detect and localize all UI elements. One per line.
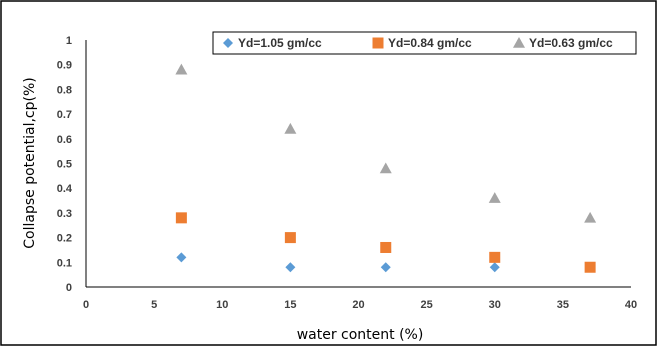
data-point-diamond: [380, 262, 391, 273]
data-point-triangle: [488, 192, 501, 203]
y-tick-label: 0.7: [57, 109, 72, 121]
data-point-square: [584, 261, 596, 273]
y-tick-label: 0.4: [57, 183, 73, 195]
y-tick-label: 0: [66, 282, 72, 294]
legend-box: [212, 31, 637, 55]
x-tick-label: 35: [557, 299, 569, 311]
x-tick-label: 5: [151, 299, 157, 311]
legend-label: Yd=0.63 gm/cc: [529, 36, 613, 50]
data-point-square: [380, 241, 392, 253]
y-tick-label: 0.9: [57, 60, 72, 72]
legend-marker-diamond: [223, 38, 233, 48]
series-diamond: [176, 252, 500, 273]
legend-label: Yd=1.05 gm/cc: [238, 36, 322, 50]
data-point-square: [284, 232, 296, 244]
legend-marker-square: [372, 37, 384, 49]
x-tick-label: 25: [421, 299, 433, 311]
x-tick-label: 30: [489, 299, 501, 311]
data-point-triangle: [379, 162, 392, 174]
y-tick-label: 0.8: [57, 84, 72, 96]
y-tick-label: 0.6: [57, 134, 72, 146]
data-point-square: [489, 251, 501, 263]
legend: Yd=1.05 gm/cc Yd=0.84 gm/cc Yd=0.63 gm/cc: [212, 31, 637, 55]
axes: [85, 40, 631, 288]
legend-label: Yd=0.84 gm/cc: [388, 36, 472, 50]
x-tick-labels: 0 5 10 15 20 25 30 35 40: [83, 299, 637, 311]
data-point-triangle: [284, 122, 297, 134]
data-point-diamond: [285, 262, 296, 273]
y-tick-labels: 0 0.1 0.2 0.3 0.4 0.5 0.6 0.7 0.8 0.9 1: [57, 35, 73, 294]
data-point-triangle: [175, 63, 188, 75]
y-tick-label: 0.2: [57, 233, 72, 245]
y-tick-label: 0.3: [57, 208, 72, 220]
y-tick-label: 0.5: [57, 159, 72, 171]
x-tick-label: 0: [83, 299, 89, 311]
data-point-triangle: [584, 211, 597, 223]
y-tick-label: 0.1: [57, 257, 72, 269]
x-tick-label: 10: [216, 299, 228, 311]
legend-marker-triangle: [513, 37, 525, 48]
series-triangle: [175, 63, 597, 223]
data-point-diamond: [176, 252, 187, 263]
data-point-square: [175, 212, 187, 224]
data-series: [175, 63, 597, 273]
data-point-diamond: [489, 262, 500, 273]
y-tick-label: 1: [66, 35, 72, 47]
y-axis-title: Collapse potential,cp(%): [22, 77, 38, 248]
x-axis-title: water content (%): [297, 327, 424, 343]
x-tick-label: 40: [625, 299, 637, 311]
series-square: [175, 212, 596, 273]
x-tick-label: 20: [352, 299, 364, 311]
x-tick-label: 15: [284, 299, 296, 311]
